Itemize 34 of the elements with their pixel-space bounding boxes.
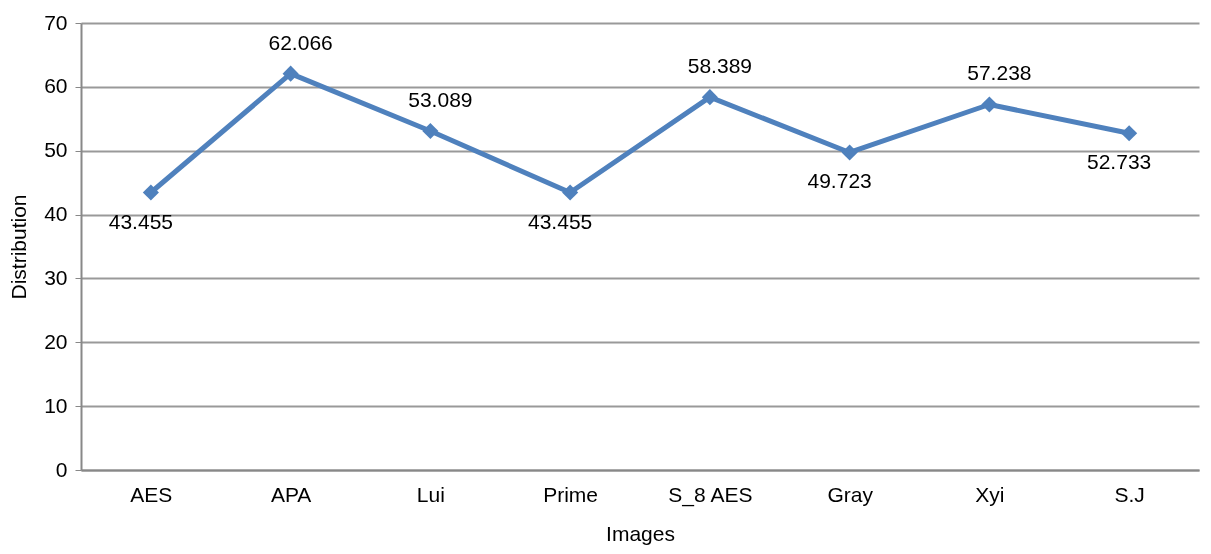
- x-tick-label: APA: [270, 482, 312, 506]
- x-axis-title: Images: [606, 521, 675, 545]
- data-label: 43.455: [108, 209, 173, 233]
- y-tick-label: 30: [44, 265, 68, 289]
- y-tick-label: 10: [44, 393, 68, 417]
- y-tick-label: 20: [44, 329, 68, 353]
- y-axis-title: Distribution: [7, 194, 31, 300]
- point: [282, 65, 299, 82]
- y-tick-label: 60: [44, 74, 68, 98]
- x-tick-label: Prime: [543, 482, 599, 506]
- data-label: 49.723: [807, 169, 872, 193]
- y-tick-label: 40: [44, 202, 68, 226]
- data-label: 43.455: [528, 209, 593, 233]
- x-tick-label: S_8 AES: [668, 482, 753, 507]
- x-tick-label: Gray: [827, 482, 874, 506]
- point: [422, 122, 439, 140]
- data-label: 52.733: [1087, 150, 1152, 174]
- point: [701, 89, 718, 106]
- y-tick-label: 50: [44, 138, 68, 162]
- x-tick-label: Xyi: [975, 482, 1005, 506]
- data-label: 62.066: [268, 30, 333, 54]
- data-label: 58.389: [687, 54, 752, 78]
- point: [1121, 125, 1138, 142]
- x-tick-label: Lui: [416, 482, 445, 506]
- point: [142, 184, 159, 201]
- x-tick-label: AES: [130, 482, 173, 506]
- data-label: 53.089: [408, 87, 473, 111]
- x-tick-label: S.J: [1114, 482, 1145, 506]
- data-label: 57.238: [967, 61, 1032, 85]
- y-tick-label: 70: [44, 10, 68, 34]
- point: [562, 184, 579, 201]
- y-tick-label: 0: [55, 457, 68, 481]
- point: [841, 144, 858, 161]
- point: [981, 96, 998, 113]
